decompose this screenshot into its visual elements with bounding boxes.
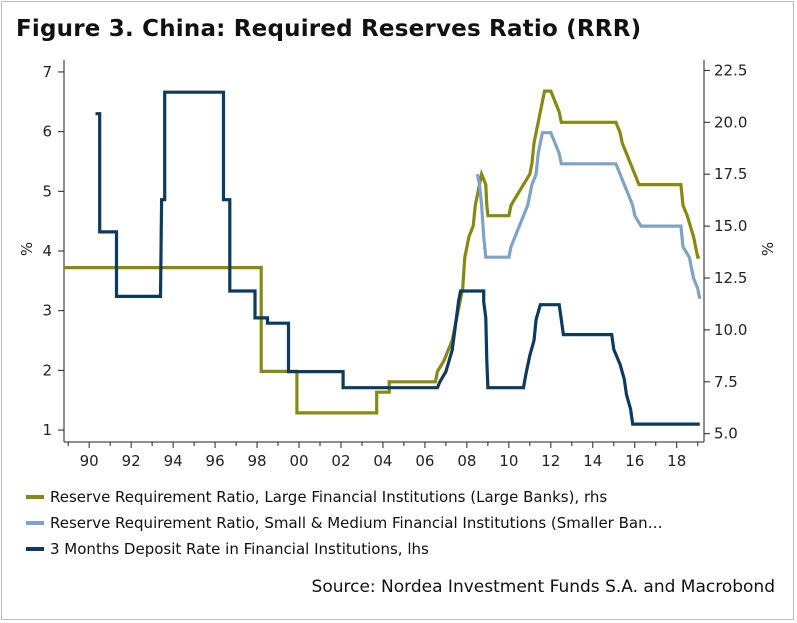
legend-label-small-banks: Reserve Requirement Ratio, Small & Mediu… xyxy=(50,514,663,532)
y-tick-label-left: 6 xyxy=(42,123,52,141)
x-tick-label: 92 xyxy=(122,452,141,470)
y-tick-label-right: 10.0 xyxy=(714,321,747,339)
legend: Reserve Requirement Ratio, Large Financi… xyxy=(26,484,778,562)
x-tick-label: 10 xyxy=(499,452,518,470)
y-tick-label-left: 5 xyxy=(42,182,52,200)
y-axis-label-left: % xyxy=(18,242,36,256)
y-tick-label-right: 17.5 xyxy=(714,165,747,183)
y-axis-label-right: % xyxy=(759,242,777,256)
y-tick-label-right: 15.0 xyxy=(714,217,747,235)
y-tick-label-left: 3 xyxy=(42,302,52,320)
legend-item-deposit-rate: 3 Months Deposit Rate in Financial Insti… xyxy=(26,536,778,562)
source-note: Source: Nordea Investment Funds S.A. and… xyxy=(311,577,775,597)
legend-item-small-banks: Reserve Requirement Ratio, Small & Mediu… xyxy=(26,510,778,536)
series-line-large-banks xyxy=(64,89,700,415)
legend-swatch-small-banks xyxy=(26,521,44,525)
chart-title: Figure 3. China: Required Reserves Ratio… xyxy=(16,16,642,42)
y-tick-label-left: 2 xyxy=(42,361,52,379)
series-lines xyxy=(64,89,702,426)
x-tick-label: 94 xyxy=(164,452,183,470)
x-tick-label: 08 xyxy=(457,452,476,470)
legend-label-large-banks: Reserve Requirement Ratio, Large Financi… xyxy=(50,488,608,506)
legend-label-deposit-rate: 3 Months Deposit Rate in Financial Insti… xyxy=(50,540,429,558)
x-tick-label: 98 xyxy=(248,452,267,470)
y-tick-label-right: 5.0 xyxy=(714,425,738,443)
y-tick-label-left: 7 xyxy=(42,63,52,81)
x-tick-label: 02 xyxy=(331,452,350,470)
x-tick-label: 18 xyxy=(667,452,686,470)
y-tick-label-right: 20.0 xyxy=(714,113,747,131)
x-tick-label: 12 xyxy=(541,452,560,470)
y-tick-label-left: 1 xyxy=(42,421,52,439)
legend-swatch-deposit-rate xyxy=(26,547,44,551)
x-tick-label: 04 xyxy=(373,452,392,470)
series-line-small-banks xyxy=(475,131,702,300)
legend-item-large-banks: Reserve Requirement Ratio, Large Financi… xyxy=(26,484,778,510)
y-tick-label-right: 22.5 xyxy=(714,61,747,79)
y-tick-label-right: 12.5 xyxy=(714,269,747,287)
y-tick-label-left: 4 xyxy=(42,242,52,260)
legend-swatch-large-banks xyxy=(26,495,44,499)
x-tick-label: 14 xyxy=(583,452,602,470)
x-tick-label: 06 xyxy=(415,452,434,470)
x-tick-label: 90 xyxy=(80,452,99,470)
x-tick-label: 00 xyxy=(289,452,308,470)
series-line-deposit-rate xyxy=(95,90,700,426)
x-tick-label: 96 xyxy=(206,452,225,470)
y-tick-label-right: 7.5 xyxy=(714,373,738,391)
x-tick-label: 16 xyxy=(625,452,644,470)
